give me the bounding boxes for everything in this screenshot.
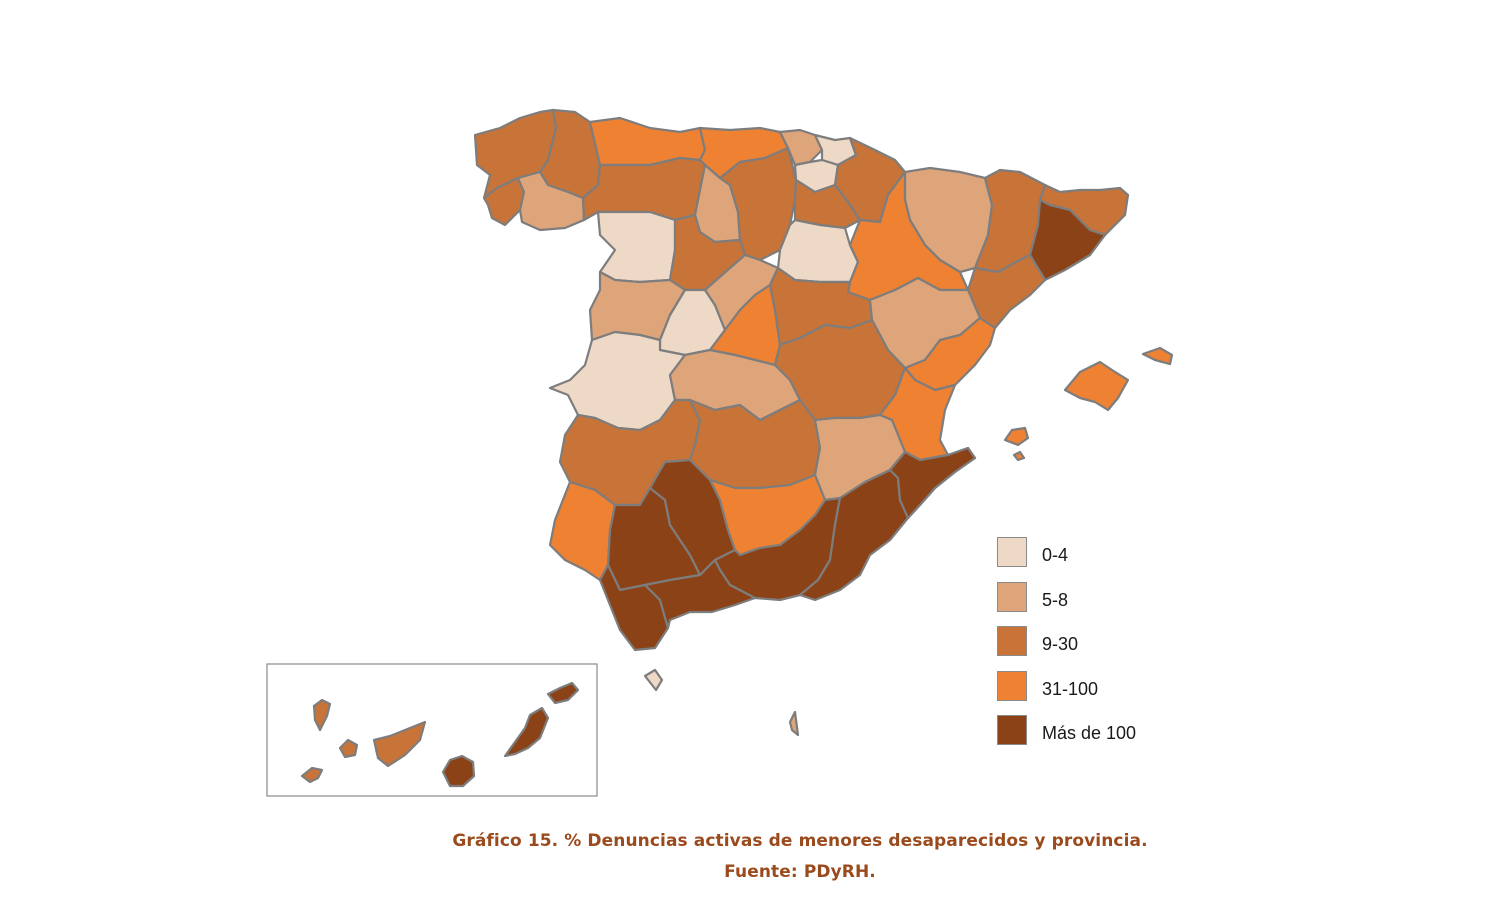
province-huelva	[548, 480, 617, 582]
province-malaga	[643, 558, 757, 630]
canary-islands	[300, 681, 580, 788]
legend-swatch	[997, 715, 1027, 745]
legend-label: 9-30	[1042, 634, 1079, 654]
province-tarragona	[966, 253, 1047, 330]
legend-label: 5-8	[1042, 589, 1069, 610]
province-murcia	[863, 446, 977, 520]
province-soria	[776, 218, 860, 284]
province-formentera	[1012, 450, 1026, 462]
province-ceuta	[643, 668, 664, 692]
province-el-hierro	[300, 766, 324, 784]
legend-swatch	[997, 670, 1027, 701]
figure-source: Fuente: PDyRH.	[724, 862, 876, 882]
province-tenerife	[372, 720, 427, 768]
legend-label: 0-4	[1042, 545, 1069, 565]
legend-swatch	[997, 581, 1027, 612]
legend-label: Más de 100	[1042, 723, 1137, 743]
province-gran-canaria	[441, 754, 476, 788]
province-la-gomera	[338, 738, 359, 759]
legend-swatch	[997, 537, 1027, 567]
legend-label: 31-100	[1042, 678, 1099, 699]
province-la-palma	[312, 698, 332, 732]
province-mallorca	[1063, 360, 1130, 412]
province-zamora	[596, 210, 677, 284]
province-melilla	[788, 710, 800, 737]
province-lanzarote	[546, 681, 580, 705]
peninsula	[473, 108, 1174, 737]
province-leon	[581, 156, 707, 222]
canary-islands-inset	[266, 663, 598, 797]
figure-caption: Gráfico 15. % Denuncias activas de menor…	[452, 831, 1148, 851]
legend-swatch	[997, 626, 1027, 656]
province-ourense	[516, 170, 586, 232]
province-ibiza	[1003, 426, 1030, 447]
province-la-rioja	[793, 178, 862, 230]
province-menorca	[1141, 346, 1174, 366]
province-barcelona	[1028, 198, 1107, 282]
province-cadiz	[598, 563, 670, 652]
province-fuerteventura	[503, 706, 550, 758]
